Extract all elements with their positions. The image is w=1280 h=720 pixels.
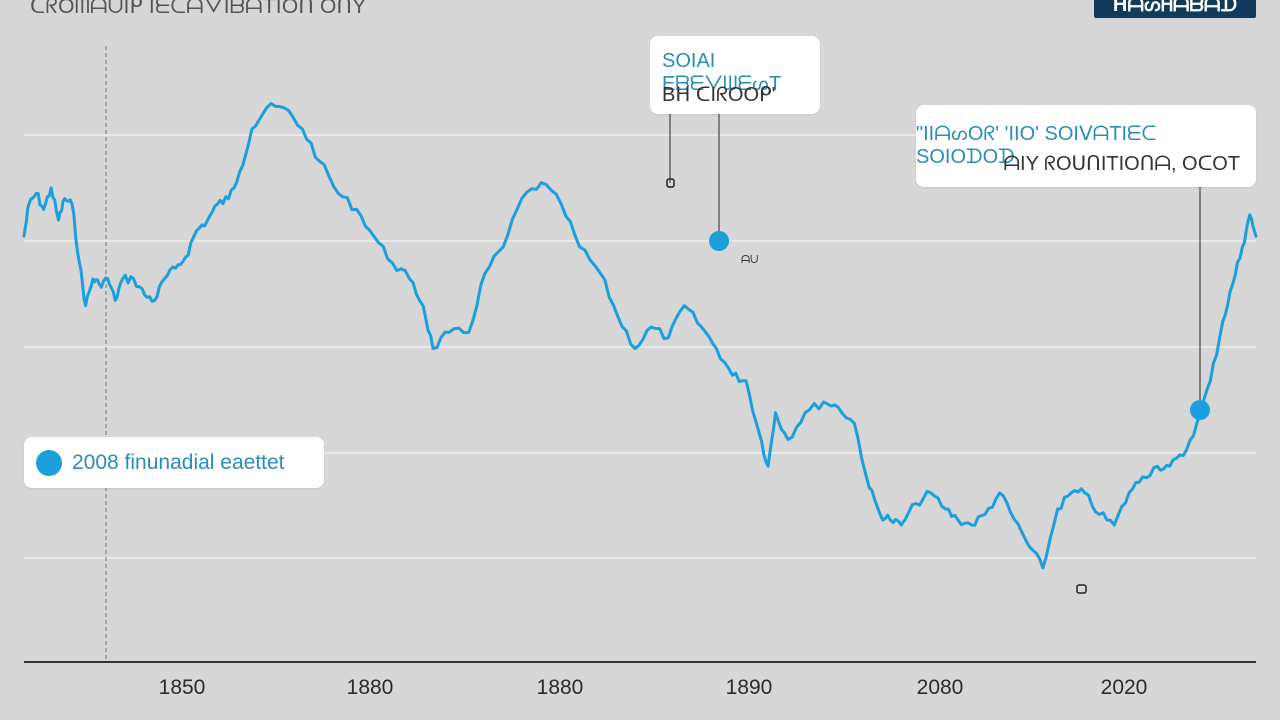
x-tick-labels: 1850 1880 1880 1890 2080 2020 — [159, 676, 1148, 699]
point-label-a: ᗩᑌ — [741, 254, 759, 266]
callout-left-legend: 2008 finunadial eaettet — [24, 437, 324, 488]
callout-right-line2: ᗩIY ᖇOᑌᑎITIOᑎᗩ, OᑕOT — [1003, 153, 1240, 175]
x-tick-label: 2020 — [1101, 676, 1148, 699]
highlight-markers — [666, 178, 1210, 594]
x-tick-label: 2080 — [917, 676, 964, 699]
highlight-point-1990[interactable] — [709, 231, 729, 251]
callout-top: SOIAI EᗷᗴᐯᗯᗴᔕT Bᕼ ᑕIᖇOOᑭ' — [650, 36, 820, 114]
callout-left-label: 2008 finunadial eaettet — [72, 450, 285, 474]
x-tick-label: 1850 — [159, 676, 206, 699]
legend-dot-icon — [36, 449, 62, 476]
series-line — [22, 102, 1258, 570]
x-tick-label: 1890 — [726, 676, 773, 699]
small-marker-a — [666, 178, 675, 188]
highlight-point-2020[interactable] — [1190, 400, 1210, 420]
source-badge[interactable]: Hᗩᔕᕼᗩᗷᗩᗪ — [1094, 0, 1256, 18]
chart-title: ᑕᖇOᗰᗩᑌIᑭ IᗴᑕᗩᐯIᗷᗩTIOᑎ OᑎY — [30, 0, 367, 18]
callout-leader-lines — [669, 114, 1201, 400]
x-tick-label: 1880 — [537, 676, 584, 699]
x-tick-label: 1880 — [347, 676, 394, 699]
small-marker-b — [1076, 584, 1087, 594]
callout-right-line1: "IIᗩᔕOᖇ' 'IIO' SOIᐯᗩTIᗴᑕ SOIOᗪOᗪ — [916, 123, 1157, 168]
callout-top-line2: Bᕼ ᑕIᖇOOᑭ' — [662, 84, 776, 106]
callout-top-line1: SOIAI EᗷᗴᐯᗯᗴᔕT — [662, 50, 782, 95]
callout-right: "IIᗩᔕOᖇ' 'IIO' SOIᐯᗩTIᗴᑕ SOIOᗪOᗪ ᗩIY ᖇOᑌ… — [916, 105, 1256, 187]
